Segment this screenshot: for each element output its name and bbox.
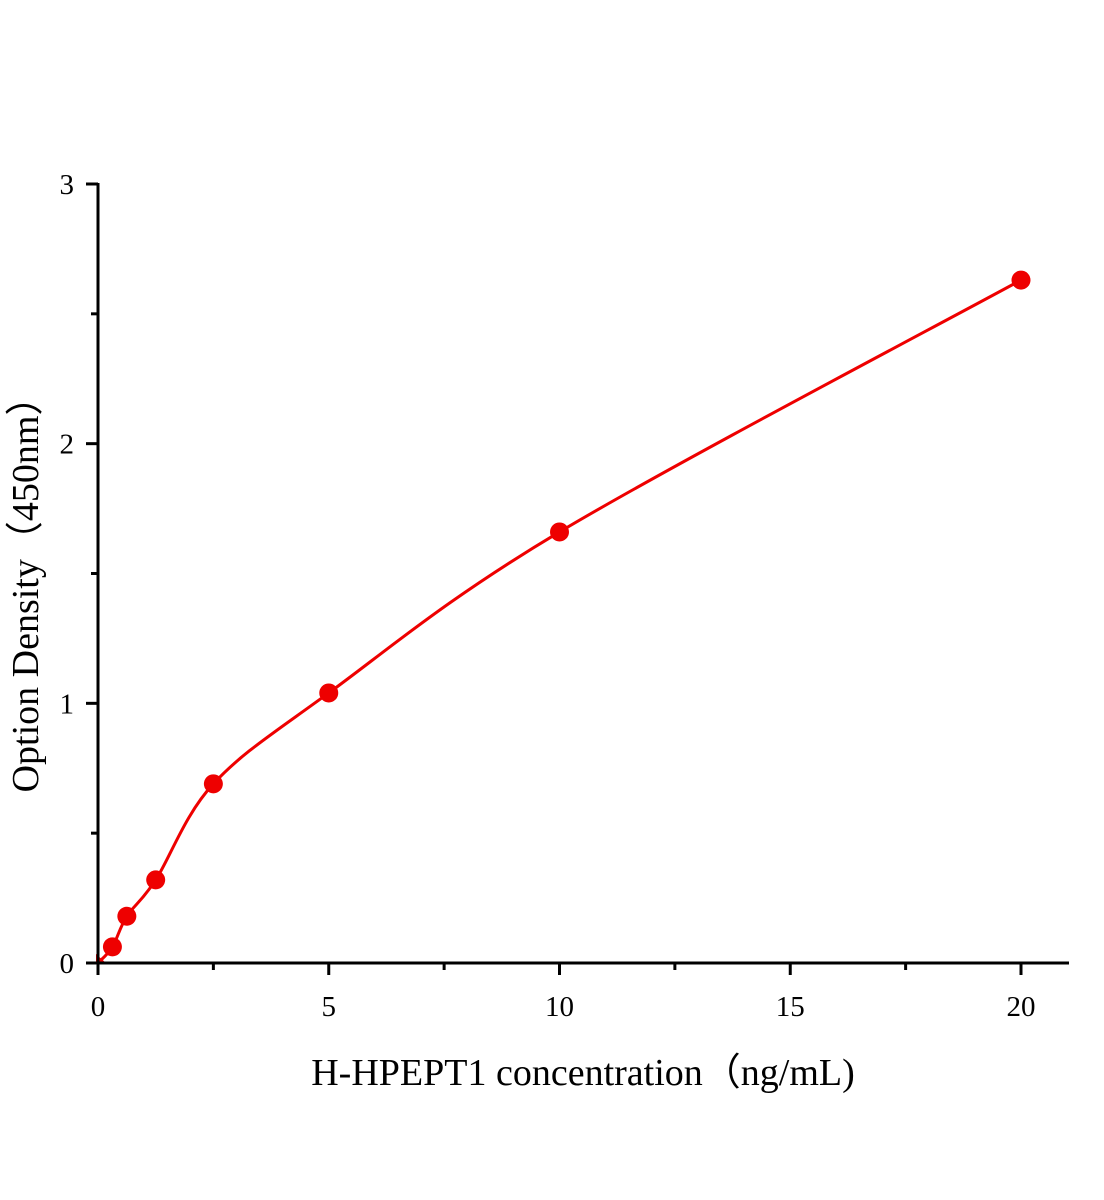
y-tick-label: 0 (60, 948, 75, 980)
y-axis-title: Option Density（450nm） (5, 378, 47, 793)
x-tick-label: 10 (545, 991, 574, 1023)
data-point (1011, 270, 1031, 290)
x-tick-label: 5 (322, 991, 337, 1023)
data-point (550, 522, 569, 542)
y-tick-label: 2 (60, 429, 75, 461)
fit-curve (96, 278, 1022, 965)
data-point (117, 906, 137, 926)
x-axis-title: H-HPEPT1 concentration（ng/mL) (311, 1052, 855, 1094)
x-tick-label: 15 (776, 991, 805, 1023)
data-point (102, 937, 122, 957)
y-tick-label: 3 (60, 169, 75, 201)
data-point (146, 870, 166, 890)
data-point (203, 774, 223, 794)
y-tick-label: 1 (60, 688, 75, 720)
data-point (319, 683, 339, 703)
x-tick-label: 0 (91, 991, 106, 1023)
x-tick-label: 20 (1007, 991, 1036, 1023)
